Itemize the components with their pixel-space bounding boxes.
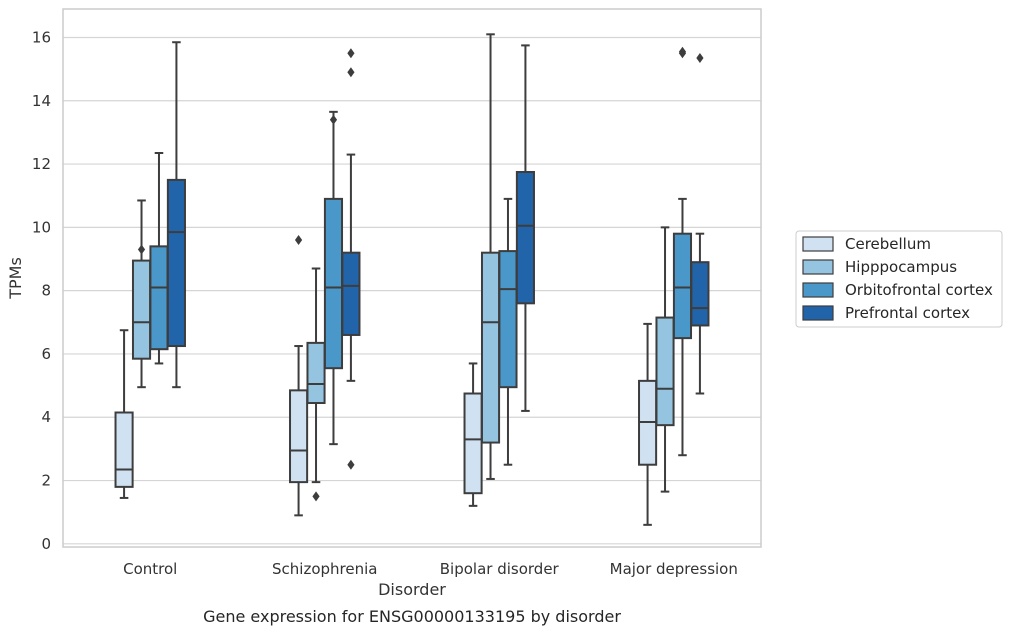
legend-frame	[795, 230, 1003, 328]
box-body	[480, 251, 501, 444]
legend-label: Cerebellum	[845, 235, 931, 253]
box	[638, 322, 658, 526]
box	[114, 329, 134, 499]
grid-lines	[63, 36, 761, 545]
x-tick-label: Major depression	[610, 560, 738, 578]
box-body	[306, 341, 326, 405]
y-tick-label: 12	[32, 155, 51, 173]
box-body	[672, 232, 693, 340]
y-tick-label: 2	[41, 472, 51, 490]
box-body	[463, 392, 483, 495]
legend-swatch	[802, 236, 834, 252]
box	[463, 362, 483, 507]
outlier-point	[347, 67, 355, 78]
box-body	[166, 178, 186, 348]
box-body	[498, 250, 518, 389]
outlier-point	[137, 244, 146, 255]
legend-item: Prefrontal cortex	[802, 304, 970, 322]
legend-swatch	[802, 259, 834, 275]
legend-label: Prefrontal cortex	[845, 304, 970, 322]
box	[131, 199, 152, 389]
box	[149, 151, 169, 365]
y-tick-label: 0	[41, 535, 51, 553]
outlier-point	[696, 53, 704, 64]
box-body	[690, 261, 710, 327]
legend-swatch	[802, 305, 834, 321]
y-axis-label: TPMs	[6, 257, 25, 300]
box	[498, 197, 518, 466]
x-axis-label: Disorder	[378, 580, 446, 599]
outlier-point	[347, 48, 355, 59]
series-hipppocampus	[131, 33, 675, 502]
legend-item: Cerebellum	[802, 235, 931, 253]
series-prefrontal-cortex	[166, 41, 710, 470]
box	[515, 44, 535, 412]
box	[289, 235, 309, 517]
outlier-point	[678, 46, 687, 57]
y-tick-label: 10	[32, 218, 51, 236]
box-body	[149, 245, 169, 351]
box-body	[341, 251, 361, 336]
x-tick-label: Bipolar disorder	[440, 560, 560, 578]
x-tick-label: Control	[123, 560, 177, 578]
y-tick-label: 14	[32, 92, 51, 110]
box-body	[131, 259, 152, 360]
box	[323, 110, 344, 446]
outlier-point	[294, 235, 303, 246]
box-series	[114, 33, 710, 526]
series-orbitofrontal-cortex	[149, 46, 693, 466]
legend-item: Orbitofrontal cortex	[802, 281, 993, 299]
box	[341, 48, 361, 470]
y-tick-labels: 0 2 4 6 8 10 12 14 16	[32, 28, 51, 552]
chart-caption: Gene expression for ENSG00000133195 by d…	[203, 607, 621, 626]
legend-swatch	[802, 282, 834, 298]
y-tick-label: 6	[41, 345, 51, 363]
plot-frame	[62, 8, 762, 548]
outlier-point	[312, 491, 320, 502]
box	[166, 41, 186, 389]
outlier-point	[347, 459, 355, 470]
series-cerebellum	[114, 235, 658, 526]
outlier-point	[329, 114, 338, 125]
box-body	[114, 411, 134, 488]
box-body	[515, 170, 535, 305]
legend-item: Hipppocampus	[802, 258, 957, 276]
box-body	[323, 197, 344, 370]
legend-label: Hipppocampus	[845, 258, 957, 276]
x-tick-labels: Control Schizophrenia Bipolar disorder Majo…	[123, 560, 738, 578]
box	[690, 53, 710, 395]
y-tick-label: 8	[41, 282, 51, 300]
box-body	[655, 316, 675, 427]
box	[655, 226, 675, 493]
box	[306, 267, 326, 502]
y-tick-label: 16	[32, 28, 51, 46]
x-tick-label: Schizophrenia	[272, 560, 377, 578]
legend-label: Orbitofrontal cortex	[845, 281, 993, 299]
box-body	[289, 389, 309, 484]
legend: Cerebellum Hipppocampus Orbitofrontal cort…	[795, 230, 1003, 328]
y-tick-label: 4	[41, 408, 51, 426]
